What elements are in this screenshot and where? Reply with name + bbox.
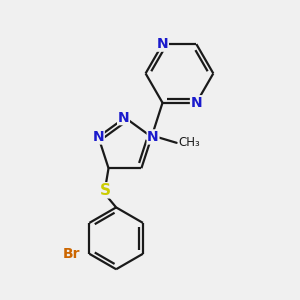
Text: N: N — [190, 96, 202, 110]
Text: CH₃: CH₃ — [178, 136, 200, 149]
Text: N: N — [118, 111, 129, 124]
Text: Br: Br — [63, 247, 80, 261]
Text: N: N — [147, 130, 159, 144]
Text: S: S — [100, 183, 111, 198]
Text: N: N — [157, 37, 168, 51]
Text: N: N — [93, 130, 104, 144]
